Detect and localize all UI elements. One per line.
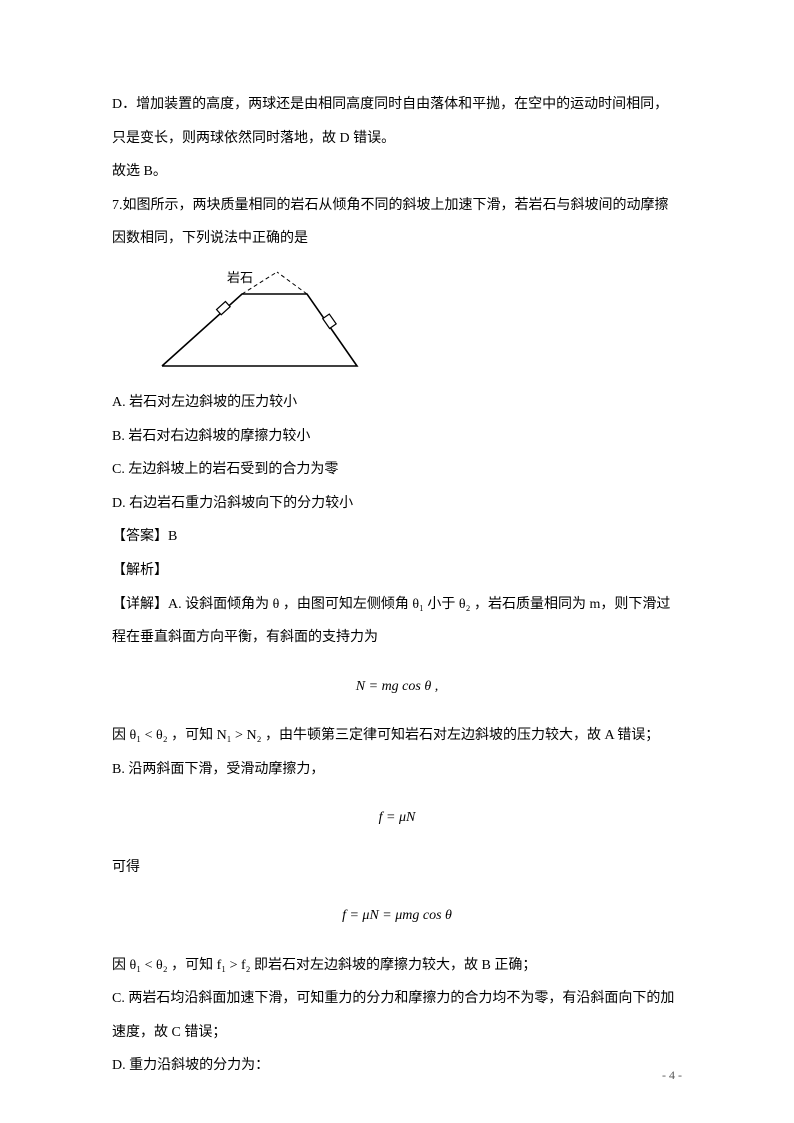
detail-b-2: 因 θ₁ < θ₂ ，可知 f₁ > f₂ 即岩石对左边斜坡的摩擦力较大，故 B… xyxy=(112,949,682,983)
option-c: C. 左边斜坡上的岩石受到的合力为零 xyxy=(112,453,682,487)
analysis-header: 【解析】 xyxy=(112,554,682,588)
equation-3: f = μN = μmg cos θ xyxy=(112,898,682,934)
detail-d: D. 重力沿斜坡的分力为： xyxy=(112,1049,682,1083)
equation-1: N = mg cos θ , xyxy=(112,669,682,705)
para-choose-b: 故选 B。 xyxy=(112,155,682,189)
figure-slope: 岩石 xyxy=(152,266,682,376)
detail-a-2: 因 θ₁ < θ₂ ，可知 N₁ > N₂ ，由牛顿第三定律可知岩石对左边斜坡的… xyxy=(112,719,682,753)
option-d: D. 右边岩石重力沿斜坡向下的分力较小 xyxy=(112,487,682,521)
para-d: D．增加装置的高度，两球还是由相同高度同时自由落体和平抛，在空中的运动时间相同，… xyxy=(112,88,682,155)
question-7: 7.如图所示，两块质量相同的岩石从倾角不同的斜坡上加速下滑，若岩石与斜坡间的动摩… xyxy=(112,189,682,256)
option-a: A. 岩石对左边斜坡的压力较小 xyxy=(112,386,682,420)
detail-b: B. 沿两斜面下滑，受滑动摩擦力， xyxy=(112,753,682,787)
page-number: - 4 - xyxy=(662,1068,682,1083)
detail-a: 【详解】A. 设斜面倾角为 θ ，由图可知左侧倾角 θ₁ 小于 θ₂ ，岩石质量… xyxy=(112,588,682,655)
equation-2: f = μN xyxy=(112,800,682,836)
answer: 【答案】B xyxy=(112,520,682,554)
figure-label: 岩石 xyxy=(227,270,253,285)
detail-c: C. 两岩石均沿斜面加速下滑，可知重力的分力和摩擦力的合力均不为零，有沿斜面向下… xyxy=(112,982,682,1049)
option-b: B. 岩石对右边斜坡的摩擦力较小 xyxy=(112,420,682,454)
kede: 可得 xyxy=(112,851,682,885)
page: D．增加装置的高度，两球还是由相同高度同时自由落体和平抛，在空中的运动时间相同，… xyxy=(0,0,794,1123)
slope-svg: 岩石 xyxy=(152,266,382,371)
